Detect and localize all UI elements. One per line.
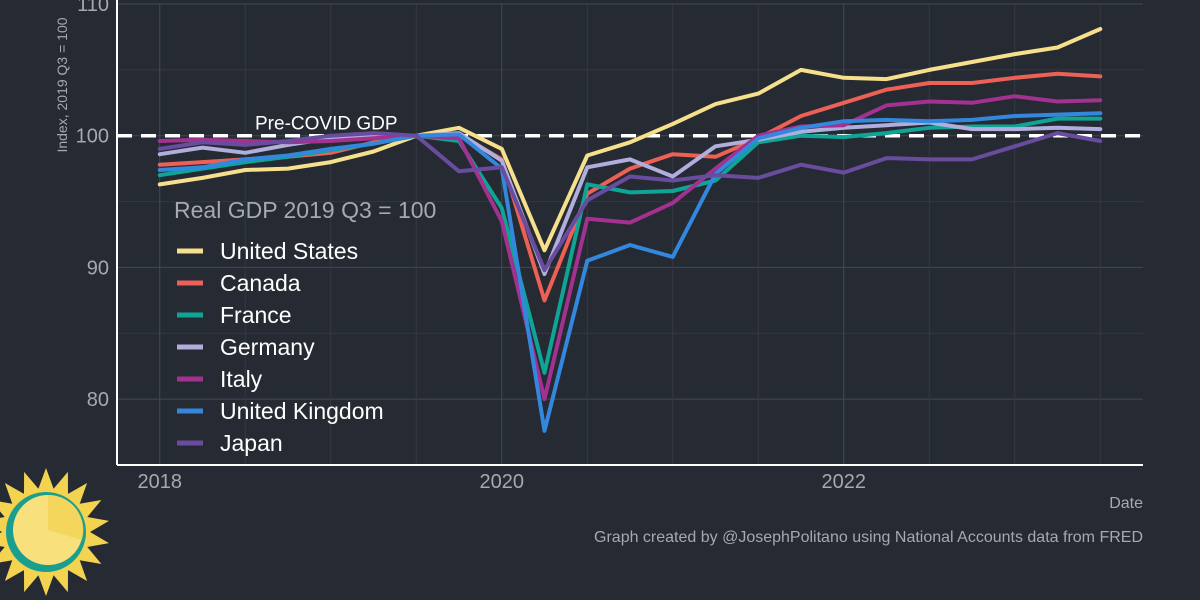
caption: Graph created by @JosephPolitano using N… bbox=[594, 529, 1143, 546]
legend-label-united-states: United States bbox=[220, 238, 358, 264]
y-tick-label: 110 bbox=[77, 0, 109, 16]
pre-covid-label: Pre-COVID GDP bbox=[255, 114, 398, 135]
grid-layer bbox=[117, 3, 1143, 466]
legend: Real GDP 2019 Q3 = 100 United States Canad… bbox=[174, 197, 436, 456]
legend-label-canada: Canada bbox=[220, 270, 301, 296]
series-line-canada bbox=[157, 71, 1103, 303]
legend-label-france: France bbox=[220, 302, 292, 328]
series-line-japan bbox=[157, 131, 1103, 273]
x-axis-title: Date bbox=[1109, 495, 1143, 512]
legend-label-italy: Italy bbox=[220, 366, 263, 392]
x-tick-label: 2020 bbox=[480, 471, 525, 493]
y-tick-label: 100 bbox=[76, 126, 109, 148]
y-tick-label: 80 bbox=[87, 389, 109, 411]
legend-label-united-kingdom: United Kingdom bbox=[220, 398, 384, 424]
sun-logo bbox=[0, 468, 109, 596]
series-line-united-states bbox=[157, 27, 1103, 253]
series-line-united-kingdom bbox=[157, 111, 1103, 433]
y-axis-title: Index, 2019 Q3 = 100 bbox=[54, 17, 70, 152]
x-tick-label: 2018 bbox=[138, 471, 183, 493]
axes-layer: 80 90 100 110 2018 2020 2022 bbox=[76, 0, 1143, 493]
legend-label-japan: Japan bbox=[220, 430, 283, 456]
x-tick-label: 2022 bbox=[822, 471, 867, 493]
reference-line-layer: Pre-COVID GDP bbox=[117, 114, 1143, 138]
series-layer bbox=[157, 27, 1103, 433]
sun-shade-icon bbox=[48, 494, 84, 540]
legend-label-germany: Germany bbox=[220, 334, 315, 360]
series-line-italy bbox=[157, 94, 1103, 402]
y-tick-label: 90 bbox=[87, 257, 109, 279]
legend-title: Real GDP 2019 Q3 = 100 bbox=[174, 197, 436, 223]
